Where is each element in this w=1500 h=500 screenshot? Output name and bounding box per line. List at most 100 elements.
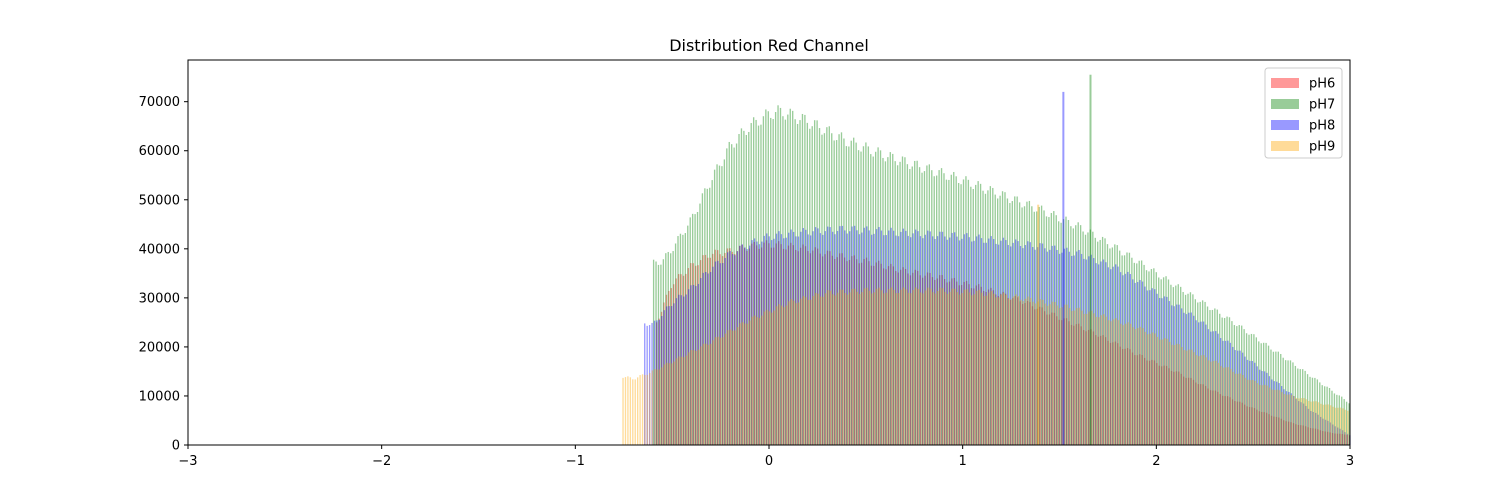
bar (1092, 231, 1094, 445)
bar (705, 272, 707, 445)
bar (1116, 245, 1118, 445)
bar (1215, 331, 1217, 445)
bar (1073, 255, 1075, 445)
bar (846, 261, 848, 445)
bar (1197, 322, 1200, 445)
bar (722, 263, 724, 445)
bar (953, 232, 956, 445)
bar (1156, 293, 1158, 445)
bar (1114, 244, 1116, 445)
bar (880, 263, 882, 445)
bar (1207, 329, 1210, 445)
bar (1346, 435, 1348, 445)
bar (904, 157, 906, 445)
bar (1227, 367, 1229, 445)
bar (1190, 312, 1192, 445)
bar (693, 350, 695, 445)
bar (721, 256, 724, 445)
bar (1041, 307, 1043, 445)
bar (965, 280, 968, 445)
bar (1327, 420, 1329, 445)
bar (1237, 373, 1239, 445)
bar (1319, 416, 1322, 445)
bar (978, 284, 980, 445)
bar (632, 379, 634, 445)
bar (627, 376, 629, 445)
bar (1156, 363, 1158, 445)
bar (658, 319, 661, 445)
bar (1080, 253, 1083, 445)
bar (926, 165, 928, 446)
bar (795, 236, 797, 445)
bar (731, 254, 734, 445)
bar (770, 247, 773, 445)
bar (639, 375, 641, 445)
bar (697, 283, 700, 445)
bar (919, 236, 922, 445)
bar (923, 171, 926, 445)
bar (1014, 239, 1017, 445)
bar (1302, 425, 1304, 445)
bar (878, 287, 880, 445)
bar (865, 257, 868, 445)
bar (1051, 301, 1054, 445)
bar (1019, 246, 1022, 445)
bar (1194, 299, 1196, 445)
bar (699, 260, 702, 445)
bar (1307, 427, 1309, 445)
bar (963, 281, 965, 445)
bar (1216, 309, 1218, 445)
bar (722, 337, 724, 445)
bar (695, 265, 697, 445)
bar (1281, 392, 1283, 445)
bar (917, 288, 919, 445)
bar (717, 260, 719, 445)
bar (958, 285, 960, 445)
bar (973, 294, 976, 445)
bar (1181, 347, 1183, 445)
bar (1314, 377, 1316, 445)
bar (687, 225, 689, 445)
bar (1065, 318, 1068, 445)
bar (670, 253, 672, 445)
bar (1269, 387, 1271, 445)
bar (909, 169, 911, 446)
bar (1134, 282, 1136, 445)
bar (887, 266, 890, 445)
bar (1324, 419, 1327, 445)
bar (1090, 329, 1092, 445)
bar (1187, 377, 1190, 445)
bar (1046, 251, 1049, 445)
bar (685, 355, 688, 445)
bar (688, 352, 690, 445)
bar (1168, 341, 1171, 445)
bar (1232, 346, 1234, 445)
bar (1015, 294, 1017, 445)
bar (890, 263, 892, 445)
legend-item-ph9: pH9 (1271, 140, 1335, 155)
bar (661, 367, 663, 445)
bar (1075, 225, 1077, 445)
bar (872, 156, 874, 446)
bar (698, 349, 700, 445)
bar (995, 243, 997, 445)
bar (695, 286, 697, 445)
bar (1107, 320, 1110, 445)
bar (1172, 287, 1175, 445)
bar (1158, 297, 1161, 445)
bar (1198, 356, 1200, 445)
bar (970, 288, 973, 445)
bar (646, 374, 649, 445)
bar (890, 287, 893, 445)
bar (932, 292, 934, 445)
bar (1239, 401, 1241, 445)
bar (663, 302, 665, 445)
bar (1107, 267, 1110, 445)
bar (900, 289, 902, 445)
bar (1200, 321, 1202, 445)
bar (1007, 298, 1010, 445)
bar (1007, 297, 1009, 445)
bar (1249, 380, 1251, 445)
bar (906, 164, 909, 446)
